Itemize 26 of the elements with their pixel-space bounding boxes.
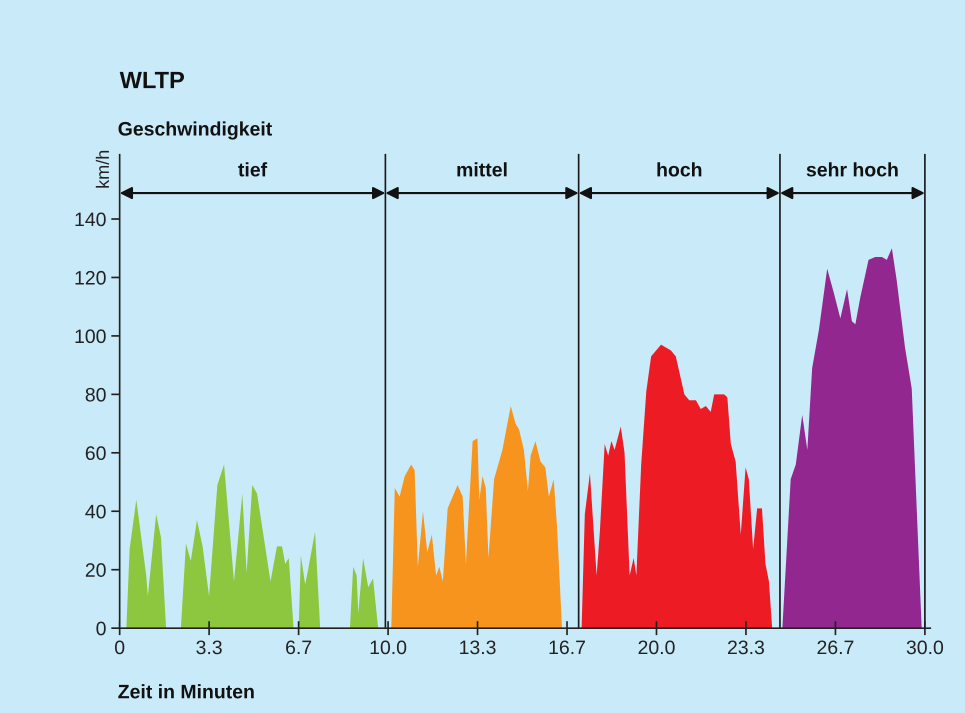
y-tick-label: 40 (85, 504, 106, 518)
y-tick-label: 20 (86, 563, 106, 577)
x-tick-label: 3.3 (196, 640, 222, 654)
y-axis-title: km/h (96, 150, 110, 188)
y-tick-label: 0 (96, 622, 106, 636)
annotation: hoch (657, 162, 702, 177)
x-tick-label: 13.3 (460, 640, 496, 654)
chart-subtitle: Geschwindigkeit (118, 121, 272, 140)
annotation: mittel (457, 162, 507, 177)
x-tick-label: 20.0 (638, 640, 675, 654)
y-tick-label: 120 (76, 270, 106, 285)
x-axis-title: Zeit in Minuten (118, 684, 254, 698)
annotation: sehr hoch (806, 162, 898, 177)
x-tick-label: 10.0 (370, 640, 406, 654)
chart-title: WLTP (120, 72, 184, 88)
y-tick-label: 100 (76, 329, 106, 344)
x-tick-label: 16.7 (550, 640, 585, 654)
y-tick-label: 140 (76, 212, 106, 226)
x-tick-label: 6.7 (286, 640, 312, 654)
annotation: tief (238, 162, 268, 177)
y-tick-label: 80 (86, 388, 106, 402)
x-tick-label: 26.7 (817, 640, 854, 654)
y-tick-label: 60 (86, 446, 106, 460)
x-tick-label: 0 (115, 640, 124, 654)
x-tick-label: 23.3 (728, 640, 764, 654)
x-tick-label: 30.0 (906, 640, 944, 654)
